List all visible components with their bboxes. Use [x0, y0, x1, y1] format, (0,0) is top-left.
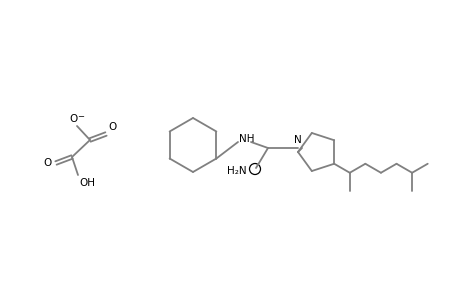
Text: O: O	[108, 122, 116, 132]
Text: H₂N: H₂N	[227, 166, 246, 176]
Text: NH: NH	[239, 134, 254, 144]
Text: N: N	[293, 135, 301, 145]
Text: OH: OH	[79, 178, 95, 188]
Text: O: O	[44, 158, 52, 168]
Text: −: −	[77, 112, 84, 122]
Text: O: O	[70, 114, 78, 124]
